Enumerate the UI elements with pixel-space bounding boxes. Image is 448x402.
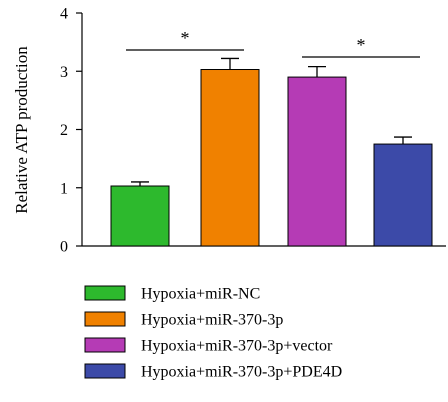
bar [287, 76, 347, 247]
legend-swatch [84, 363, 126, 379]
y-axis-title: Relative ATP production [12, 46, 31, 214]
y-tick-label: 3 [60, 64, 68, 81]
bars [110, 69, 433, 247]
legend: Hypoxia+miR-NC Hypoxia+miR-370-3p Hypoxia+… [84, 285, 342, 381]
legend-label: Hypoxia+miR-370-3p+PDE4D [141, 364, 342, 381]
y-tick-label: 0 [60, 239, 68, 256]
bar [200, 69, 260, 247]
legend-label: Hypoxia+miR-370-3p+vector [141, 338, 333, 355]
legend-label: Hypoxia+miR-370-3p [141, 312, 283, 329]
legend-label: Hypoxia+miR-NC [141, 286, 260, 303]
legend-swatch [84, 285, 126, 301]
legend-swatch [84, 311, 126, 327]
y-tick-label: 1 [60, 180, 68, 197]
error-bars [131, 57, 412, 187]
y-tick-label: 4 [60, 6, 68, 23]
bar [110, 185, 170, 247]
bar [373, 143, 433, 247]
significance-marker: * [357, 35, 366, 55]
y-tick-label: 2 [60, 122, 68, 139]
legend-swatch [84, 337, 126, 353]
significance-marker: * [181, 28, 190, 48]
significance-brackets: * * [126, 28, 420, 58]
